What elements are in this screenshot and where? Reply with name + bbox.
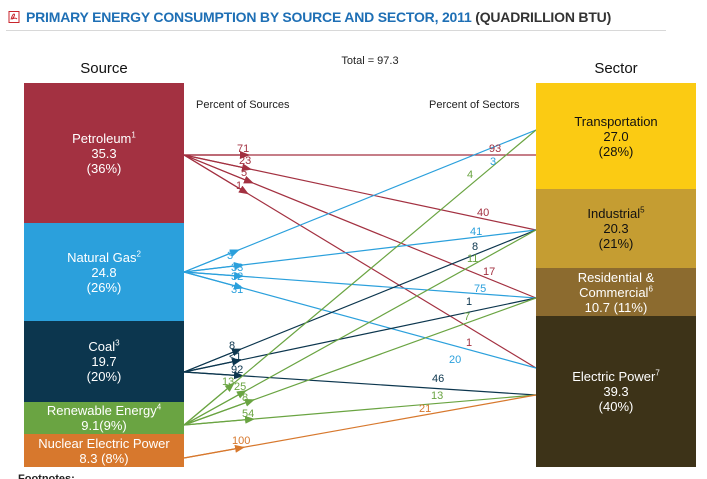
- flow-natural-gas-to-transportation-arrow: [183, 249, 240, 273]
- sector-name: Electric Power7: [572, 368, 660, 384]
- source-name: Natural Gas2: [67, 249, 141, 265]
- sector-value: 27.0: [603, 128, 629, 144]
- percent-of-source-label: 31: [231, 284, 243, 296]
- percent-of-sectors-label: Percent of Sectors: [429, 99, 520, 111]
- percent-of-source-label: <1: [229, 351, 242, 363]
- flow-coal-to-residential-commercial: [183, 297, 537, 373]
- source-name: Coal3: [88, 338, 120, 354]
- source-box-nuclear-electric-power[interactable]: Nuclear Electric Power 8.3 (8%): [24, 434, 184, 467]
- percent-of-source-label: 8: [242, 392, 248, 404]
- source-value: 19.7: [91, 354, 117, 369]
- percent-of-sector-label: 3: [490, 156, 496, 168]
- sector-value: 39.3: [603, 384, 629, 399]
- percent-of-source-label: 92: [231, 364, 243, 376]
- flow-labels: 71 932340517113333413275312088<1192461342…: [222, 143, 501, 447]
- percent-of-source-label: 71: [237, 143, 249, 155]
- sector-name: Residential &: [577, 269, 655, 285]
- percent-of-sector-label: 93: [489, 143, 501, 155]
- flow-natural-gas-to-electric-power-arrow: [183, 271, 244, 290]
- percent-of-sector-label: 8: [472, 241, 478, 253]
- source-box-renewable-energy[interactable]: Renewable Energy4 9.1(9%): [24, 402, 184, 434]
- sector-box-transportation[interactable]: Transportation 27.0 (28%): [536, 83, 696, 189]
- sector-box-electric-power[interactable]: Electric Power7 39.3 (40%): [536, 316, 696, 467]
- source-box-coal[interactable]: Coal3 19.7 (20%): [24, 321, 184, 402]
- source-name: Renewable Energy4: [46, 402, 162, 418]
- sector-box-industrial[interactable]: Industrial5 20.3 (21%): [536, 189, 696, 268]
- flow-natural-gas-to-residential-commercial-arrow: [183, 271, 244, 280]
- flow-petroleum-to-industrial-arrow: [183, 154, 252, 172]
- percent-of-sector-label: 17: [483, 266, 495, 278]
- sector-name-line2: Commercial6: [579, 284, 653, 300]
- sector-percent: (28%): [598, 143, 634, 159]
- percent-of-sector-label: 7: [464, 311, 470, 323]
- title-unit: (QUADRILLION BTU): [475, 9, 612, 25]
- sector-percent: (21%): [598, 236, 634, 251]
- percent-of-source-label: 1: [236, 180, 242, 192]
- percent-of-sector-label: 11: [467, 253, 478, 265]
- percent-of-sector-label: 21: [419, 403, 431, 415]
- footnotes-heading: Footnotes:: [18, 473, 75, 479]
- percent-of-source-label: 32: [231, 271, 243, 283]
- flow-coal-to-residential-commercial-arrow: [183, 357, 242, 373]
- flow-renewable-energy-to-transportation-arrow: [183, 382, 235, 426]
- percent-of-sector-label: 75: [474, 283, 486, 295]
- flow-renewable-energy-to-transportation: [183, 129, 537, 426]
- source-heading: Source: [80, 60, 128, 77]
- flow-renewable-energy-to-industrial-arrow: [183, 390, 247, 426]
- source-name: Petroleum1: [72, 130, 136, 146]
- sector-box-residential-commercial[interactable]: Residential & Commercial6 10.7 (11%): [536, 268, 696, 316]
- percent-of-sector-label: 1: [466, 337, 472, 349]
- percent-of-source-label: 5: [241, 167, 247, 179]
- source-percent: (20%): [86, 369, 122, 384]
- sector-name: Industrial5: [587, 205, 645, 221]
- percent-of-sector-label: 41: [470, 226, 482, 238]
- source-box-petroleum[interactable]: Petroleum1 35.3 (36%): [24, 83, 184, 223]
- sector-percent: (40%): [598, 399, 634, 414]
- pdf-icon[interactable]: [8, 11, 20, 23]
- page-title[interactable]: PRIMARY ENERGY CONSUMPTION BY SOURCE AND…: [26, 9, 611, 25]
- flow-nuclear-electric-power-to-electric-power-arrow: [183, 444, 245, 459]
- percent-of-sector-label: 4: [467, 169, 473, 181]
- flow-lines: [183, 129, 537, 459]
- percent-of-sector-label: 13: [431, 390, 443, 402]
- sector-name: Transportation: [574, 113, 658, 129]
- total-label: Total = 97.3: [341, 55, 399, 67]
- percent-of-source-label: 54: [242, 408, 254, 420]
- flow-renewable-energy-to-residential-commercial-arrow: [183, 399, 255, 426]
- percent-of-source-label: 23: [239, 155, 251, 167]
- percent-of-sector-label: 40: [477, 207, 489, 219]
- flow-petroleum-to-residential-commercial-arrow: [183, 154, 254, 184]
- source-value: 35.3: [91, 145, 117, 161]
- source-value: 9.1(9%): [81, 418, 127, 433]
- flow-renewable-energy-to-electric-power-arrow: [183, 415, 255, 426]
- percent-of-source-label: 8: [229, 340, 235, 352]
- percent-of-sources-label: Percent of Sources: [196, 99, 290, 111]
- percent-of-source-label: 13: [222, 376, 234, 388]
- flow-natural-gas-to-industrial-arrow: [183, 262, 244, 273]
- percent-of-source-label: 25: [234, 381, 246, 393]
- percent-of-source-label: 33: [231, 262, 243, 274]
- source-percent: (26%): [86, 279, 122, 295]
- source-percent: (36%): [86, 160, 122, 176]
- percent-of-source-label: 100: [232, 435, 250, 447]
- source-value: 24.8: [91, 264, 117, 280]
- sector-value: 10.7 (11%): [584, 299, 648, 315]
- title-main: PRIMARY ENERGY CONSUMPTION BY SOURCE AND…: [26, 9, 472, 25]
- source-box-natural-gas[interactable]: Natural Gas2 24.8 (26%): [24, 223, 184, 321]
- source-name: Nuclear Electric Power: [38, 435, 170, 451]
- percent-of-sector-label: 46: [432, 373, 444, 385]
- title-bar: PRIMARY ENERGY CONSUMPTION BY SOURCE AND…: [6, 4, 666, 31]
- sector-heading: Sector: [594, 60, 638, 77]
- percent-of-source-label: 3: [227, 250, 233, 262]
- flow-coal-to-electric-power-arrow: [183, 371, 244, 380]
- flow-coal-to-industrial: [183, 229, 537, 373]
- flow-natural-gas-to-transportation: [183, 129, 537, 273]
- flow-petroleum-to-electric-power-arrow: [183, 154, 249, 195]
- sector-value: 20.3: [603, 221, 629, 236]
- percent-of-sector-label: 1: [466, 296, 472, 308]
- percent-of-sector-label: 20: [449, 354, 461, 366]
- flow-coal-to-industrial-arrow: [183, 348, 242, 373]
- source-value: 8.3 (8%): [79, 450, 129, 466]
